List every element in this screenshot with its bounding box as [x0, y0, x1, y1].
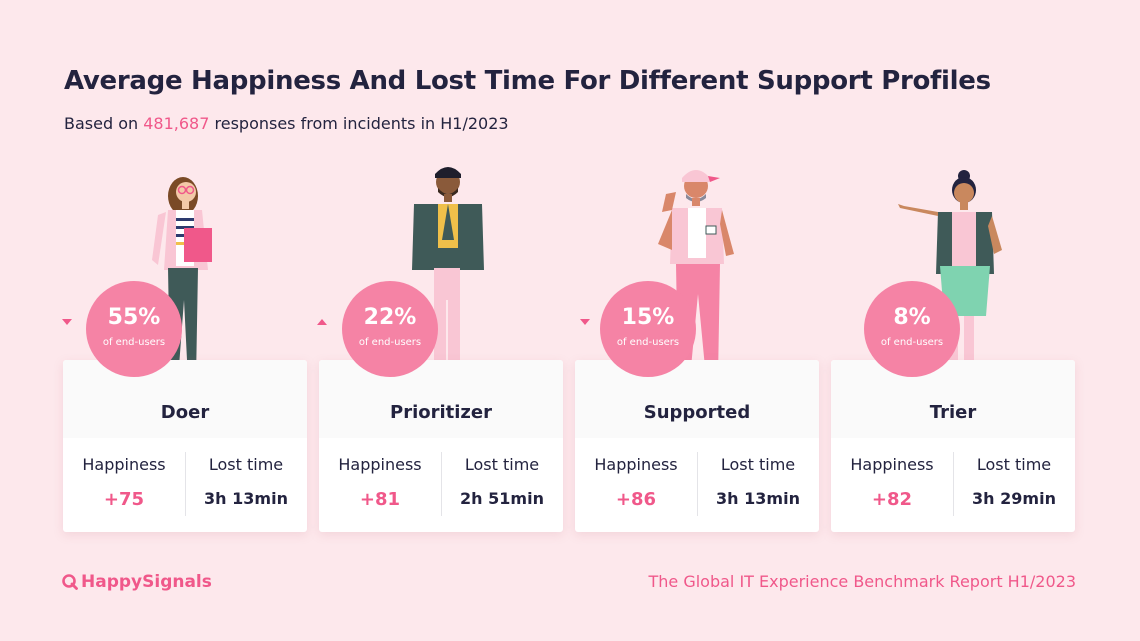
- lost-time-value: 3h 13min: [716, 489, 800, 508]
- profile-card: Trier Happiness Lost time +82 3h 29min: [831, 360, 1075, 532]
- lost-time-label: Lost time: [208, 455, 284, 474]
- doer-illustration: [152, 177, 212, 388]
- happiness-label: Happiness: [338, 455, 422, 474]
- subtitle-prefix: Based on: [64, 114, 139, 133]
- subtitle-suffix: responses from incidents in H1/2023: [214, 114, 509, 133]
- share-percent: 22%: [363, 305, 417, 330]
- share-badge: 15% of end-users: [600, 281, 696, 377]
- lost-time-value: 3h 13min: [204, 489, 288, 508]
- share-percent: 8%: [893, 305, 931, 330]
- profile-card: Supported Happiness Lost time +86 3h 13m…: [575, 360, 819, 532]
- share-label: of end-users: [358, 337, 422, 348]
- logo-text: HappySignals: [81, 572, 212, 592]
- trend-down-icon: [580, 319, 590, 325]
- happiness-value: +75: [103, 489, 145, 510]
- share-label: of end-users: [880, 337, 944, 348]
- response-count: 481,687: [143, 114, 210, 133]
- happiness-label: Happiness: [594, 455, 678, 474]
- happysignals-logo: HappySignals: [62, 572, 212, 592]
- share-badge: 8% of end-users: [864, 281, 960, 377]
- lost-time-label: Lost time: [720, 455, 796, 474]
- happiness-label: Happiness: [82, 455, 166, 474]
- share-label: of end-users: [102, 337, 166, 348]
- share-label: of end-users: [616, 337, 680, 348]
- share-percent: 55%: [107, 305, 161, 330]
- trend-up-icon: [317, 319, 327, 325]
- happiness-value: +82: [871, 489, 913, 510]
- page-title: Average Happiness And Lost Time For Diff…: [64, 66, 991, 96]
- lost-time-value: 2h 51min: [460, 489, 544, 508]
- page-subtitle: Based on 481,687 responses from incident…: [64, 114, 509, 133]
- happiness-label: Happiness: [850, 455, 934, 474]
- profile-card: Prioritizer Happiness Lost time +81 2h 5…: [319, 360, 563, 532]
- lost-time-label: Lost time: [976, 455, 1052, 474]
- profile-name: Trier: [929, 402, 977, 423]
- lost-time-label: Lost time: [464, 455, 540, 474]
- logo-q-icon: [62, 574, 78, 590]
- share-badge: 55% of end-users: [86, 281, 182, 377]
- supported-illustration: [658, 170, 734, 382]
- share-badge: 22% of end-users: [342, 281, 438, 377]
- profile-name: Supported: [643, 402, 751, 423]
- trend-down-icon: [62, 319, 72, 325]
- profile-card: Doer Happiness Lost time +75 3h 13min: [63, 360, 307, 532]
- profile-name: Doer: [160, 402, 210, 423]
- happiness-value: +81: [359, 489, 401, 510]
- happiness-value: +86: [615, 489, 657, 510]
- share-percent: 15%: [621, 305, 675, 330]
- profile-name: Prioritizer: [390, 402, 492, 423]
- report-title: The Global IT Experience Benchmark Repor…: [648, 572, 1076, 591]
- lost-time-value: 3h 29min: [972, 489, 1056, 508]
